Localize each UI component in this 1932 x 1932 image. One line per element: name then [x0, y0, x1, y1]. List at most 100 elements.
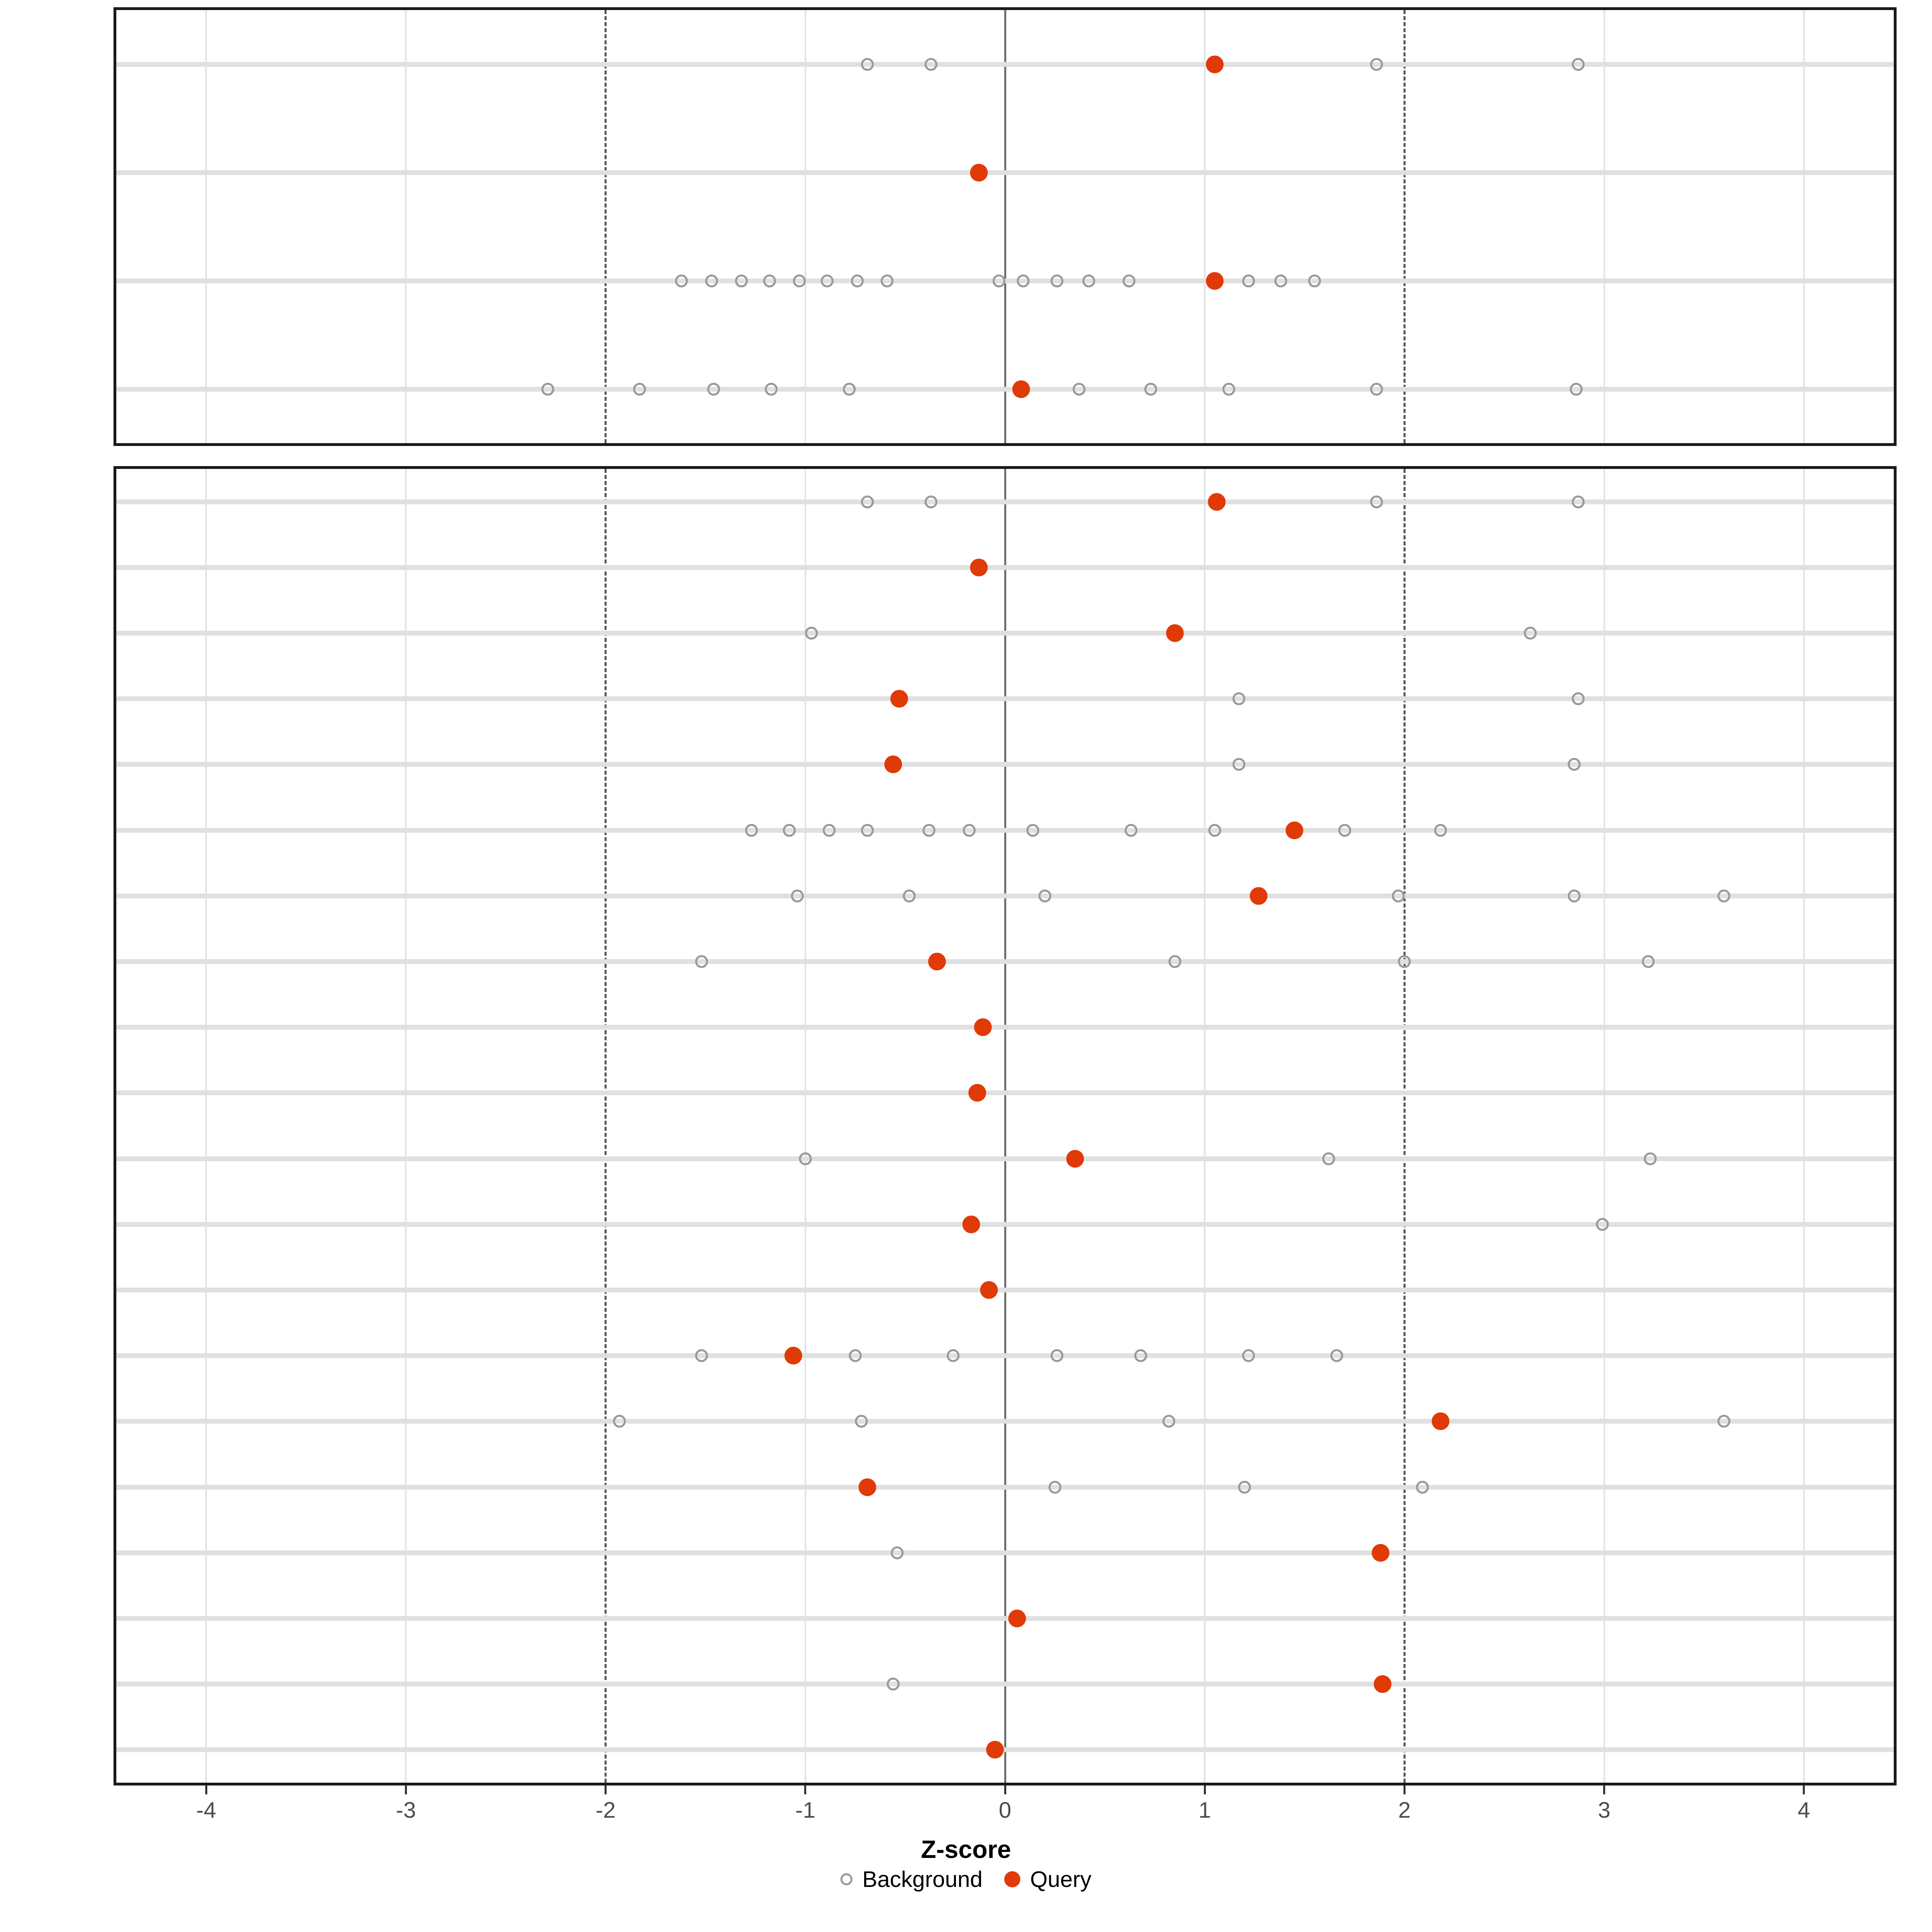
background-point: [1643, 1152, 1657, 1165]
background-point: [1392, 889, 1405, 902]
background-point: [791, 889, 804, 902]
background-point: [1122, 274, 1135, 287]
background-point: [861, 58, 874, 71]
background-point: [735, 274, 748, 287]
category-gridline: [116, 1747, 1894, 1752]
query-marker-icon: [1004, 1871, 1021, 1887]
background-point: [1134, 1349, 1148, 1362]
x-axis-tick-label: -4: [196, 1797, 217, 1823]
background-point: [765, 382, 778, 396]
x-axis-tick: [1403, 1785, 1406, 1794]
background-point: [1717, 1415, 1731, 1428]
background-point: [881, 274, 894, 287]
legend-label-query: Query: [1030, 1866, 1092, 1892]
category-gridline: [116, 565, 1894, 570]
background-point: [891, 1546, 904, 1559]
query-point: [1371, 1544, 1389, 1562]
category-gridline: [116, 1222, 1894, 1227]
background-point: [887, 1678, 900, 1691]
x-axis-tick-label: 1: [1198, 1797, 1211, 1823]
x-gridline: [1204, 469, 1206, 1783]
background-point: [1596, 1218, 1609, 1231]
category-gridline: [116, 1090, 1894, 1096]
background-point: [1038, 889, 1052, 902]
threshold-reference-line: [1403, 469, 1406, 1783]
background-point: [946, 1349, 960, 1362]
cazy-class-panel: [114, 7, 1897, 446]
background-point: [1523, 627, 1537, 640]
category-gridline: [116, 1682, 1894, 1687]
background-point: [1568, 758, 1581, 771]
background-point: [799, 1152, 812, 1165]
x-gridline: [205, 469, 207, 1783]
x-axis-tick: [804, 1785, 807, 1794]
query-point: [928, 953, 946, 970]
category-gridline: [116, 499, 1894, 504]
x-gridline: [1803, 469, 1805, 1783]
query-point: [970, 558, 988, 576]
category-gridline: [116, 1419, 1894, 1424]
background-point: [745, 824, 758, 837]
query-point: [962, 1215, 980, 1233]
category-gridline: [116, 959, 1894, 964]
threshold-reference-line: [605, 10, 607, 443]
x-axis-title: Z-score: [921, 1836, 1011, 1864]
x-axis-tick-label: -3: [396, 1797, 416, 1823]
background-point: [695, 1349, 708, 1362]
background-point: [1051, 274, 1063, 287]
query-point: [1205, 55, 1224, 73]
query-point: [1066, 1150, 1084, 1168]
background-point: [705, 274, 718, 287]
background-point: [1568, 889, 1581, 902]
threshold-reference-line: [1403, 10, 1406, 443]
category-gridline: [116, 62, 1894, 67]
background-point: [1072, 382, 1086, 396]
background-point: [793, 274, 806, 287]
x-axis: -4 -3 -2 -1 0 1 2 3 4: [114, 1785, 1897, 1834]
background-point: [1168, 955, 1181, 968]
background-point: [1208, 824, 1221, 837]
query-point: [1286, 821, 1304, 839]
background-point: [1572, 58, 1585, 71]
background-point: [962, 824, 976, 837]
background-point: [1082, 274, 1096, 287]
query-point: [986, 1741, 1004, 1759]
background-point: [1308, 274, 1321, 287]
threshold-reference-line: [605, 469, 607, 1783]
background-point: [1370, 495, 1383, 508]
background-point: [925, 495, 938, 508]
background-point: [1330, 1349, 1343, 1362]
x-gridline: [1204, 10, 1206, 443]
background-point: [821, 274, 834, 287]
category-gridline: [116, 696, 1894, 702]
category-gridline: [116, 170, 1894, 175]
query-point: [858, 1478, 876, 1496]
x-axis-tick: [1803, 1785, 1805, 1794]
background-point: [1570, 382, 1583, 396]
x-axis-tick: [1603, 1785, 1606, 1794]
x-axis-tick-label: 3: [1598, 1797, 1611, 1823]
background-point: [842, 382, 856, 396]
query-point: [1012, 380, 1030, 398]
background-point: [695, 955, 708, 968]
background-point: [1274, 274, 1287, 287]
background-point: [805, 627, 818, 640]
background-point: [1222, 382, 1235, 396]
x-axis-tick: [1004, 1785, 1006, 1794]
x-gridline: [1603, 10, 1605, 443]
category-gridline: [116, 631, 1894, 636]
category-gridline: [116, 1484, 1894, 1490]
background-point: [1144, 382, 1158, 396]
background-point: [861, 824, 874, 837]
background-point: [848, 1349, 862, 1362]
background-point: [1322, 1152, 1335, 1165]
legend-item-background: Background: [840, 1866, 983, 1892]
category-gridline: [116, 1025, 1894, 1030]
x-gridline: [205, 10, 207, 443]
query-point: [980, 1281, 998, 1299]
category-gridline: [116, 1550, 1894, 1555]
x-gridline: [804, 10, 806, 443]
background-point: [861, 495, 874, 508]
background-point: [850, 274, 864, 287]
category-gridline: [116, 828, 1894, 833]
